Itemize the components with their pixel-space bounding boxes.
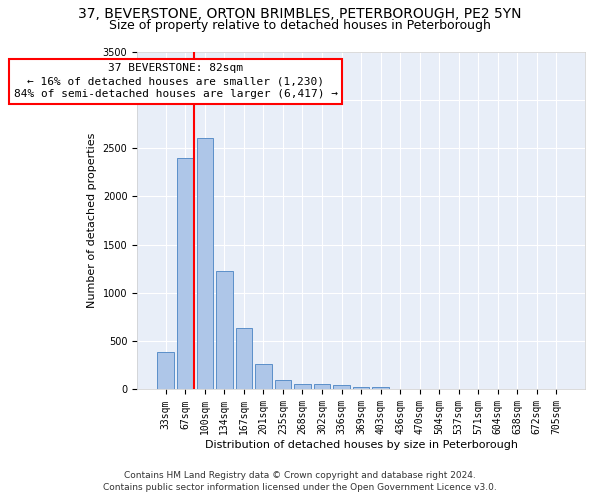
Bar [333,385,350,390]
Y-axis label: Number of detached properties: Number of detached properties [87,133,97,308]
Bar [157,352,174,390]
Bar [372,387,389,390]
Bar [255,364,272,390]
Text: 37 BEVERSTONE: 82sqm
← 16% of detached houses are smaller (1,230)
84% of semi-de: 37 BEVERSTONE: 82sqm ← 16% of detached h… [14,63,338,100]
Bar [177,158,194,390]
Text: Size of property relative to detached houses in Peterborough: Size of property relative to detached ho… [109,18,491,32]
X-axis label: Distribution of detached houses by size in Peterborough: Distribution of detached houses by size … [205,440,518,450]
Bar [353,386,370,390]
Bar [275,380,291,390]
Bar [216,270,233,390]
Bar [294,384,311,390]
Bar [197,138,213,390]
Bar [236,328,252,390]
Text: Contains HM Land Registry data © Crown copyright and database right 2024.
Contai: Contains HM Land Registry data © Crown c… [103,471,497,492]
Bar [314,384,330,390]
Text: 37, BEVERSTONE, ORTON BRIMBLES, PETERBOROUGH, PE2 5YN: 37, BEVERSTONE, ORTON BRIMBLES, PETERBOR… [78,8,522,22]
